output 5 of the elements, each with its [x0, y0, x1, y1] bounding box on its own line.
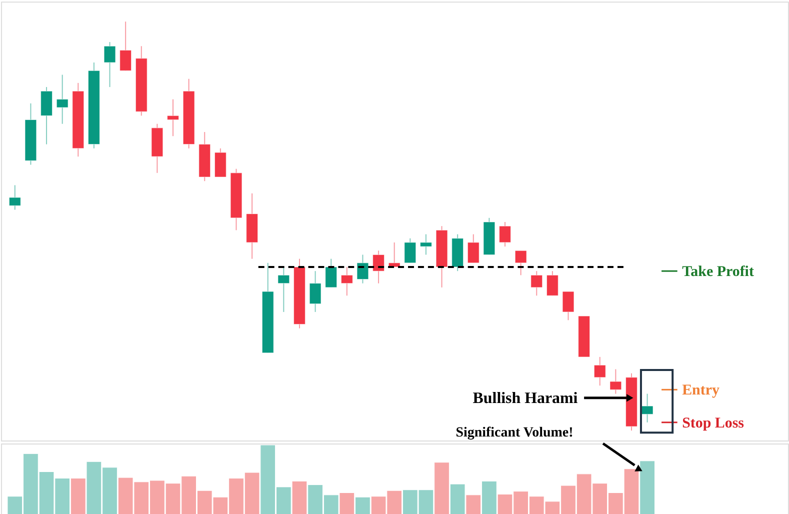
ref-line-label: Entry: [682, 382, 720, 399]
annotation: Bullish Harami: [472, 390, 578, 407]
ref-line-label: Take Profit: [682, 264, 754, 280]
annotation: Significant Volume!: [456, 426, 574, 441]
ref-line-label: Stop Loss: [682, 415, 744, 432]
